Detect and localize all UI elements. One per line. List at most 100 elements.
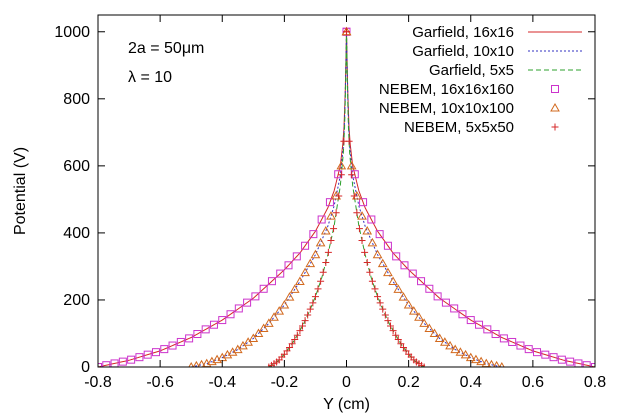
- data-point: [376, 299, 384, 307]
- data-point: [388, 276, 398, 286]
- data-point: [475, 320, 484, 329]
- data-point: [392, 331, 400, 339]
- data-point: [243, 298, 252, 307]
- data-point: [325, 198, 334, 207]
- data-point: [483, 325, 492, 334]
- data-point: [276, 269, 285, 278]
- data-point: [455, 347, 466, 356]
- data-point: [253, 328, 264, 337]
- data-point: [218, 316, 227, 325]
- data-point: [487, 359, 496, 367]
- data-point: [368, 277, 376, 285]
- data-point: [234, 304, 243, 313]
- data-point: [493, 360, 501, 367]
- data-point: [118, 357, 127, 366]
- data-point: [305, 258, 316, 268]
- data-point: [346, 160, 357, 170]
- data-point: [450, 344, 461, 354]
- data-point: [458, 310, 467, 319]
- data-point: [491, 330, 500, 339]
- data-point-peak: [343, 28, 350, 36]
- data-point: [326, 211, 336, 220]
- x-tick-label: -0.2: [271, 374, 299, 391]
- data-point: [337, 171, 345, 179]
- data-point: [284, 261, 293, 270]
- data-point: [450, 304, 459, 313]
- y-tick-label: 0: [81, 359, 90, 376]
- data-point: [309, 299, 317, 307]
- data-point: [345, 137, 353, 145]
- data-point: [541, 350, 550, 359]
- data-point: [291, 336, 299, 344]
- data-point: [441, 298, 450, 307]
- data-point: [372, 249, 383, 259]
- series-4: [98, 27, 595, 367]
- series-6: [265, 28, 428, 367]
- data-point: [400, 261, 409, 270]
- data-point: [267, 277, 276, 286]
- legend-label: NEBEM, 16x16x160: [379, 81, 514, 98]
- data-point: [516, 341, 525, 350]
- data-point: [317, 277, 325, 285]
- data-point: [315, 237, 326, 247]
- data-point: [269, 312, 279, 321]
- data-point: [317, 215, 326, 224]
- data-point: [226, 310, 235, 319]
- legend-swatch-triangle: [550, 102, 560, 112]
- data-point: [335, 192, 343, 200]
- data-point: [445, 340, 455, 350]
- data-point: [499, 334, 508, 343]
- data-point: [265, 363, 273, 367]
- data-point: [383, 267, 393, 277]
- legend-swatch-plus: [551, 123, 559, 131]
- legend-label: Garfield, 16x16: [412, 24, 514, 41]
- data-point: [143, 350, 152, 359]
- data-point: [420, 363, 428, 367]
- data-point: [358, 236, 366, 244]
- data-point: [293, 331, 301, 339]
- data-point: [398, 292, 409, 301]
- data-point: [582, 361, 591, 367]
- data-point: [336, 160, 347, 170]
- data-point: [320, 225, 331, 235]
- data-point: [394, 336, 402, 344]
- data-point: [350, 192, 358, 200]
- data-point: [300, 267, 310, 277]
- data-point: [361, 248, 369, 256]
- data-point: [476, 356, 486, 366]
- axis-ticks: -0.8 -0.6 -0.4 -0.2 0 0.2 0.4 0.6 0.8 0 200 400 600 8…: [54, 15, 606, 391]
- data-point: [371, 285, 379, 293]
- data-point: [102, 361, 111, 367]
- data-point: [408, 306, 419, 315]
- data-point: [367, 215, 376, 224]
- data-point: [201, 325, 210, 334]
- data-point: [549, 353, 558, 362]
- x-tick-label: 0.2: [398, 374, 420, 391]
- data-point: [471, 354, 481, 364]
- data-point: [258, 323, 269, 332]
- data-point: [393, 284, 404, 293]
- data-point: [332, 209, 340, 217]
- data-point: [425, 284, 434, 293]
- data-point: [384, 317, 392, 325]
- data-point: [284, 292, 295, 301]
- data-point: [263, 318, 274, 327]
- data-point: [286, 344, 294, 352]
- data-point: [296, 327, 304, 335]
- data-point: [362, 225, 373, 235]
- data-point: [434, 333, 445, 343]
- x-axis-label: Y (cm): [323, 396, 370, 413]
- data-point: [160, 345, 169, 354]
- data-point: [176, 337, 185, 346]
- data-point: [366, 268, 374, 276]
- annotation-lambda: λ = 10: [128, 69, 172, 86]
- data-point: [359, 198, 368, 207]
- series-line: [98, 31, 595, 367]
- y-tick-label: 200: [63, 292, 90, 309]
- legend-label: NEBEM, 10x10x100: [379, 100, 514, 117]
- data-point: [440, 337, 450, 346]
- data-point: [355, 225, 363, 233]
- legend: Garfield, 16x16 Garfield, 10x10 Garfield, …: [379, 24, 582, 136]
- data-point: [314, 285, 322, 293]
